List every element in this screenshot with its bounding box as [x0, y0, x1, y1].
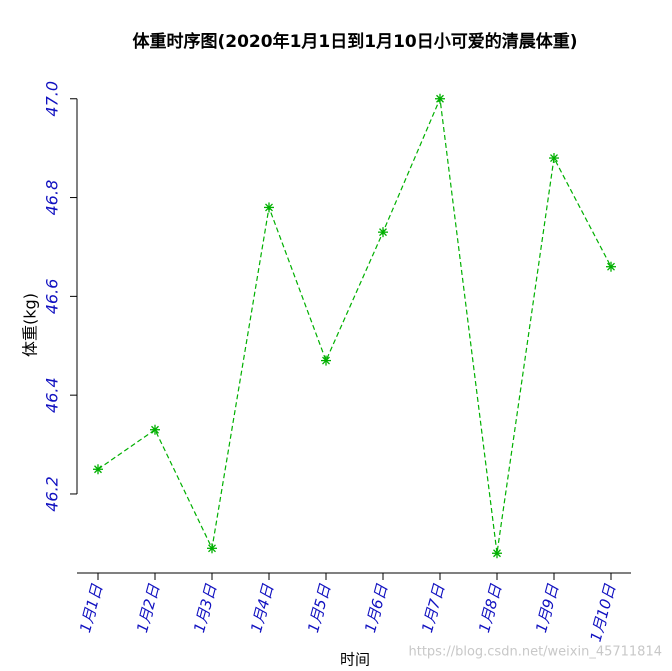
x-tick-label: 1月7日 — [418, 582, 448, 635]
x-tick-label: 1月2日 — [133, 582, 163, 635]
data-point — [492, 548, 502, 559]
y-tick-label: 46.6 — [43, 279, 62, 315]
marker-stroke — [265, 203, 273, 212]
marker-stroke — [151, 425, 159, 434]
x-tick-label: 1月3日 — [190, 582, 220, 635]
marker-stroke — [607, 262, 615, 271]
data-point — [150, 424, 160, 435]
marker-stroke — [436, 94, 444, 103]
marker-stroke — [493, 549, 501, 558]
x-tick-label: 1月5日 — [304, 582, 334, 635]
x-tick-label: 1月1日 — [76, 582, 106, 635]
data-point — [93, 464, 103, 475]
x-tick-label: 1月6日 — [361, 582, 391, 635]
data-line — [97, 96, 612, 554]
x-axis-label: 时间 — [340, 651, 370, 669]
marker-stroke — [208, 544, 216, 553]
y-axis-label: 体重(kg) — [21, 293, 40, 357]
data-point — [264, 202, 274, 213]
marker-stroke — [379, 228, 387, 237]
y-tick-label: 47.0 — [43, 81, 62, 117]
marker-stroke — [322, 356, 330, 365]
chart-title: 体重时序图(2020年1月1日到1月10日小可爱的清晨体重) — [133, 31, 578, 52]
marker-stroke — [550, 154, 558, 162]
x-tick-label: 1月8日 — [475, 582, 505, 635]
data-point — [549, 153, 559, 164]
data-point — [435, 93, 445, 104]
data-point — [378, 227, 388, 238]
y-tick-label: 46.4 — [43, 377, 62, 413]
marker-stroke — [94, 465, 102, 474]
y-tick-label: 46.2 — [43, 476, 62, 512]
data-point — [321, 355, 331, 366]
data-point — [606, 261, 616, 272]
y-tick-label: 46.8 — [43, 180, 62, 216]
watermark: https://blog.csdn.net/weixin_45711814 — [408, 645, 662, 660]
x-tick-label: 1月10日 — [587, 582, 620, 644]
x-tick-label: 1月9日 — [532, 582, 562, 635]
data-point — [207, 543, 217, 554]
x-tick-label: 1月4日 — [247, 582, 277, 635]
